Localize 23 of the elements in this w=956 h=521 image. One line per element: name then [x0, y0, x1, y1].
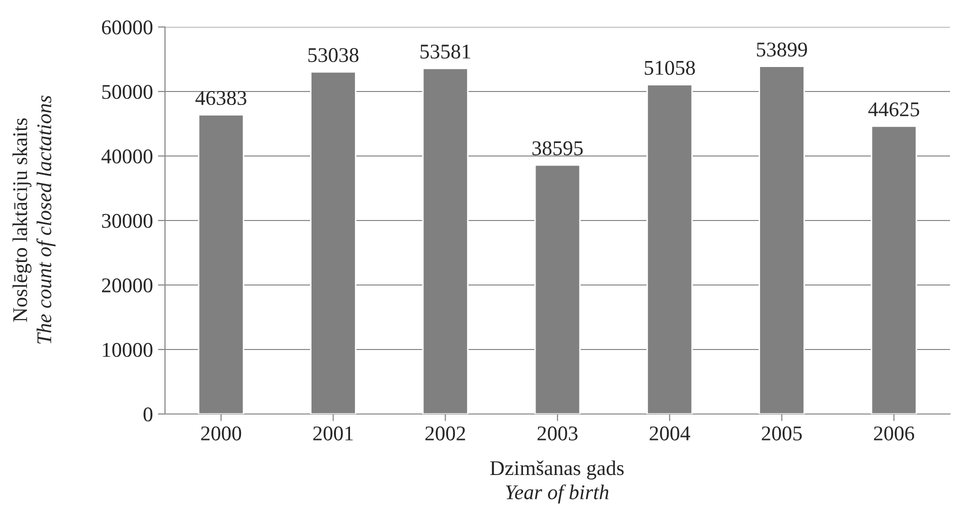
data-label: 53038 [308, 48, 358, 62]
y-axis-title: Noslēgto laktāciju skaits The count of closed lactations [12, 96, 56, 344]
data-label: 53581 [420, 44, 470, 59]
data-label: 38595 [532, 141, 583, 156]
y-tick-label: 50000 [102, 84, 152, 99]
y-tick-label: 10000 [102, 342, 152, 357]
y-tick-label: 40000 [102, 149, 152, 164]
y-tick-label: 30000 [102, 214, 152, 228]
data-label: 51058 [644, 60, 695, 75]
x-tick-label: 2004 [650, 426, 690, 440]
x-tick-label: 2003 [538, 426, 578, 440]
y-tick-label: 60000 [102, 20, 152, 34]
x-tick-label: 2001 [313, 426, 353, 440]
x-tick-label: 2002 [425, 426, 466, 440]
data-label: 53899 [756, 42, 807, 57]
data-label: 46383 [195, 90, 246, 106]
y-tick-label: 20000 [102, 278, 152, 292]
data-label: 44625 [868, 102, 920, 116]
x-tick-label: 2000 [201, 426, 242, 440]
x-tick-label: 2006 [874, 426, 914, 440]
y-tick-label: 0 [144, 407, 152, 422]
x-tick-label: 2005 [762, 426, 802, 440]
x-axis-title: Dzimšanas gads Year of birth [490, 460, 624, 504]
